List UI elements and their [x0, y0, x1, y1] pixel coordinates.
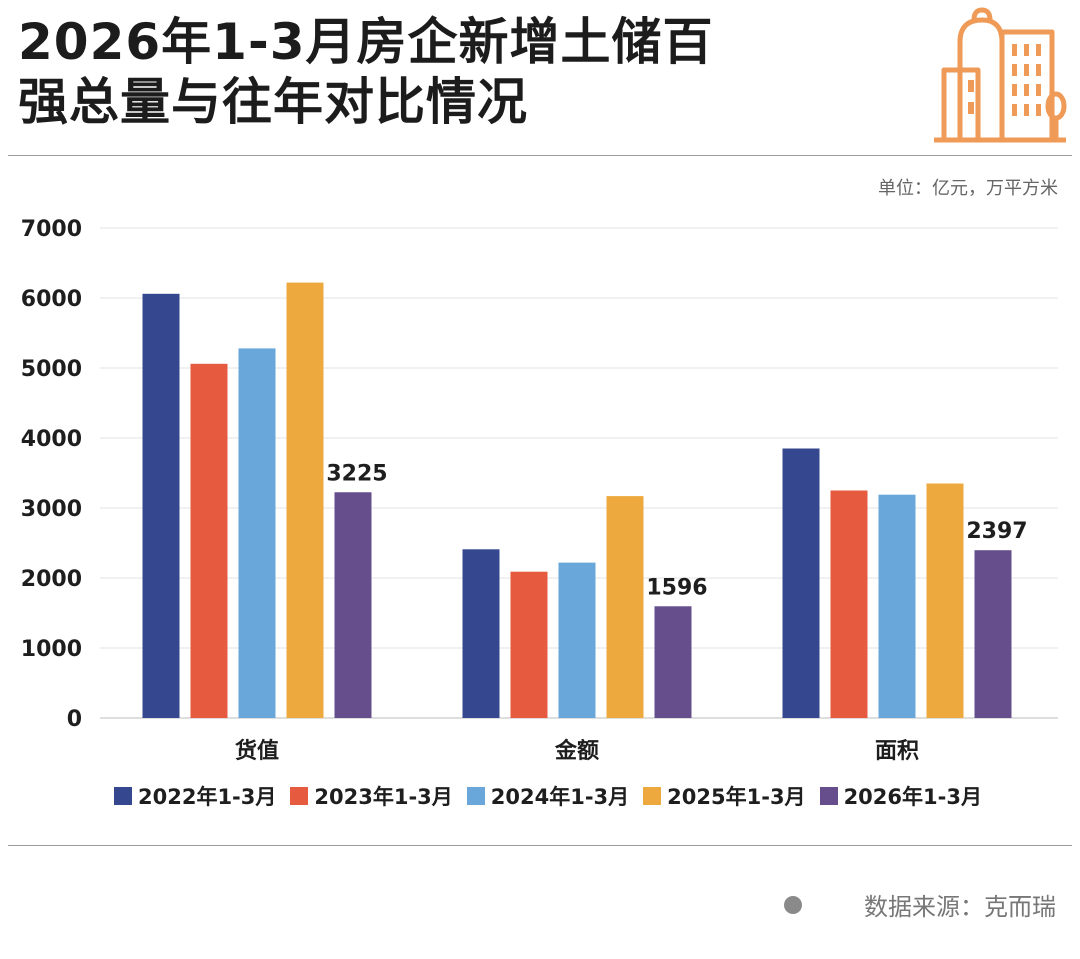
legend-item: 2023年1-3月 [290, 781, 453, 811]
bar [830, 490, 868, 718]
legend-swatch [643, 787, 662, 805]
x-tick-label: 面积 [875, 739, 919, 764]
legend-label: 2022年1-3月 [138, 785, 277, 809]
legend-swatch [114, 787, 132, 805]
chart-legend: 2022年1-3月 2023年1-3月 2024年1-3月 2025年1-3月 2026… [114, 780, 996, 812]
title-line-1: 2026年1-3月房企新增土储百 [18, 13, 714, 71]
bar [926, 483, 964, 718]
y-tick-label: 4000 [21, 427, 82, 452]
divider-bottom [8, 845, 1072, 846]
y-tick-label: 1000 [21, 637, 82, 662]
bar [974, 550, 1012, 718]
bar [462, 549, 500, 718]
title-line-2: 强总量与往年对比情况 [18, 73, 528, 131]
x-tick-label: 金额 [554, 738, 599, 764]
legend-item: 2025年1-3月 [643, 781, 806, 811]
dot-icon [784, 895, 802, 914]
legend-label: 2026年1-3月 [843, 785, 982, 809]
legend-swatch [466, 787, 485, 805]
bar [238, 348, 276, 718]
bar [782, 448, 820, 718]
bar [286, 282, 324, 718]
bar [878, 494, 916, 718]
bar [606, 496, 644, 718]
legend-label: 2023年1-3月 [314, 785, 453, 809]
source-label: 数据来源：克而瑞 [864, 893, 1056, 921]
y-tick-label: 7000 [21, 217, 82, 242]
x-tick-label: 货值 [235, 738, 279, 764]
legend-label: 2025年1-3月 [667, 785, 806, 809]
legend-item: 2024年1-3月 [466, 781, 630, 811]
bar [510, 571, 548, 718]
y-tick-label: 0 [67, 707, 82, 732]
bar [654, 606, 692, 718]
bar [334, 492, 372, 718]
bar [558, 562, 596, 718]
y-tick-label: 2000 [21, 567, 82, 592]
bar [190, 363, 228, 718]
y-tick-label: 6000 [21, 287, 82, 312]
legend-swatch [290, 787, 309, 805]
legend-item: 2026年1-3月 [819, 781, 982, 811]
bar [142, 293, 180, 718]
legend-swatch [819, 787, 838, 805]
bar-chart: 0 1000 2000 3000 4000 5000 6000 7000 3225 货值 1596 金… [21, 217, 1058, 764]
divider-top [8, 155, 1072, 156]
city-buildings-icon [934, 7, 1067, 143]
data-label: 3225 [326, 461, 387, 486]
data-label: 1596 [646, 575, 707, 600]
y-tick-label: 3000 [21, 497, 82, 522]
source-note: 数据来源：克而瑞 [784, 887, 1056, 922]
unit-note: 单位：亿元，万平方米 [878, 178, 1058, 199]
page-title: 2026年1-3月房企新增土储百 强总量与往年对比情况 [18, 12, 898, 132]
data-label: 2397 [966, 519, 1027, 544]
legend-item: 2022年1-3月 [114, 781, 276, 811]
legend-label: 2024年1-3月 [490, 785, 630, 809]
y-tick-label: 5000 [21, 357, 82, 382]
